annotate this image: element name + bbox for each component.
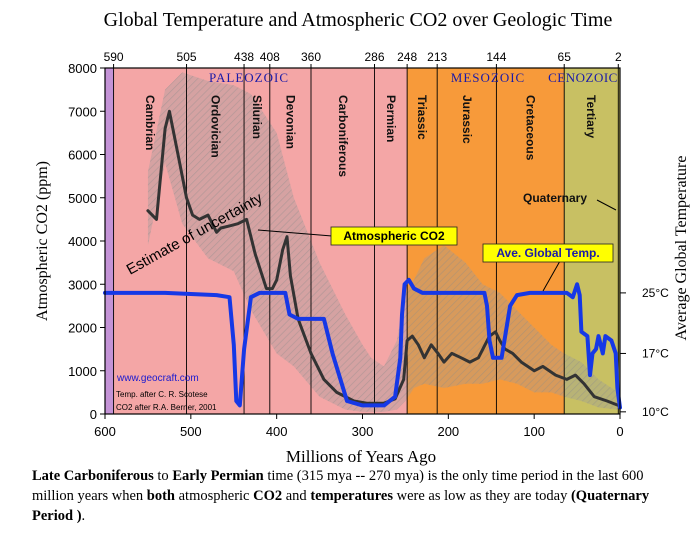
precambrian-band — [105, 68, 114, 414]
period-label: Ordovician — [208, 95, 222, 158]
temp-label: Ave. Global Temp. — [496, 246, 599, 260]
period-label: Carboniferous — [336, 95, 350, 177]
quaternary-pointer — [596, 199, 617, 211]
x-tick-label: 500 — [180, 424, 202, 439]
website-label: www.geocraft.com — [116, 373, 199, 384]
period-label: Tertiary — [584, 95, 598, 138]
period-label: Devonian — [283, 95, 297, 149]
quaternary-label: Quaternary — [523, 191, 587, 205]
top-age-label: 408 — [260, 50, 280, 64]
top-age-label: 2 — [615, 50, 622, 64]
y-tick-label: 8000 — [68, 61, 97, 76]
y2-tick-label: 17°C — [642, 346, 669, 360]
x-tick-label: 400 — [266, 424, 288, 439]
period-label: Jurassic — [460, 95, 474, 144]
x-tick-label: 100 — [523, 424, 545, 439]
period-label: Silurian — [250, 95, 264, 139]
y-tick-label: 4000 — [68, 234, 97, 249]
top-age-label: 286 — [365, 50, 385, 64]
top-age-label: 360 — [301, 50, 321, 64]
era-label-cenozoic: CENOZOIC — [548, 70, 618, 85]
y-tick-label: 6000 — [68, 148, 97, 163]
top-age-label: 144 — [486, 50, 506, 64]
period-label: Triassic — [415, 95, 429, 140]
co2-label-box — [330, 226, 458, 246]
top-age-label: 65 — [558, 50, 572, 64]
x-tick-label: 300 — [352, 424, 374, 439]
uncertainty-band-layer — [147, 72, 619, 412]
credit-temp: Temp. after C. R. Scotese — [116, 390, 208, 399]
period-label: Cretaceous — [523, 95, 537, 161]
x-tick-label: 0 — [616, 424, 623, 439]
caption-paragraph: Late Carboniferous to Early Permian time… — [32, 468, 650, 524]
top-age-label: 213 — [427, 50, 447, 64]
top-age-label: 505 — [177, 50, 197, 64]
y-tick-label: 0 — [90, 407, 97, 422]
y2-axis-label: Average Global Temperature — [673, 156, 690, 341]
temperature-series-line — [103, 277, 622, 410]
period-labels: Cambrian Ordovician Silurian Devonian Carbon… — [143, 95, 598, 177]
period-band-quaternary — [618, 68, 620, 414]
y-tick-label: 3000 — [68, 277, 97, 292]
x-tick-label: 600 — [94, 424, 116, 439]
chart-figure: Global Temperature and Atmospheric CO2 o… — [34, 9, 690, 466]
period-label: Permian — [384, 95, 398, 142]
uncertainty-band — [147, 72, 619, 412]
era-label-paleozoic: PALEOZOIC — [209, 70, 289, 85]
credit-co2: CO2 after R.A. Berner, 2001 — [116, 403, 217, 412]
x-axis-label: Millions of Years Ago — [286, 447, 436, 466]
top-age-label: 248 — [397, 50, 417, 64]
top-age-label: 438 — [234, 50, 254, 64]
y-tick-label: 2000 — [68, 321, 97, 336]
co2-label: Atmospheric CO2 — [343, 229, 445, 243]
period-label: Cambrian — [143, 95, 157, 150]
y2-tick-label: 10°C — [642, 405, 669, 419]
era-label-mesozoic: MESOZOIC — [451, 70, 525, 85]
y-tick-label: 5000 — [68, 191, 97, 206]
co2-label-pointer — [257, 229, 333, 237]
chart-title: Global Temperature and Atmospheric CO2 o… — [104, 9, 613, 31]
temp-label-pointer — [542, 260, 561, 292]
x-tick-label: 200 — [437, 424, 459, 439]
y-axis-label: Atmospheric CO2 (ppm) — [34, 161, 51, 321]
temp-label-box — [482, 243, 614, 263]
top-age-label: 590 — [104, 50, 124, 64]
y-tick-label: 1000 — [68, 364, 97, 379]
series-lines — [103, 109, 622, 410]
y2-tick-label: 25°C — [642, 286, 669, 300]
y-tick-label: 7000 — [68, 104, 97, 119]
